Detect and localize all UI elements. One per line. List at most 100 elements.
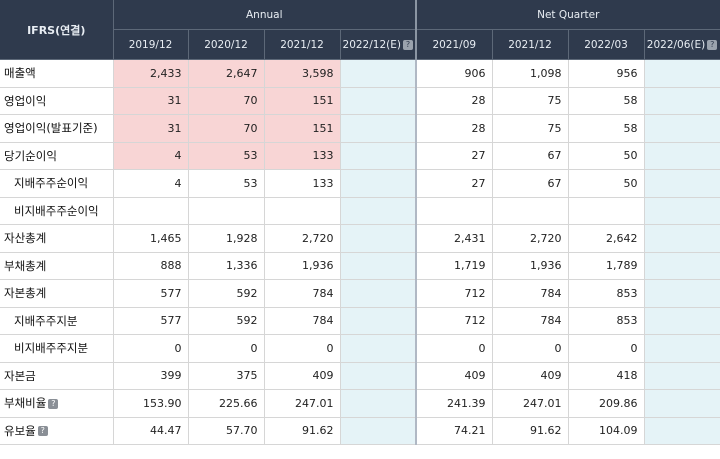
value-cell: 27 (416, 142, 493, 170)
value-cell: 133 (264, 142, 341, 170)
table-row: 영업이익(발표기준) 31 70 151 28 75 58 (0, 114, 720, 143)
value-cell: 712 (416, 307, 493, 335)
value-cell: 31 (113, 87, 189, 115)
col-header-annual: 2020/12 (188, 29, 265, 60)
row-label-text: 자본총계 (4, 286, 47, 301)
table-row: 자본금 399 375 409 409 409 418 (0, 362, 720, 390)
value-cell: 1,789 (568, 252, 645, 280)
value-cell: 1,098 (492, 59, 569, 88)
value-cell (113, 197, 189, 225)
value-cell: 418 (568, 362, 645, 390)
estimate-cell (644, 362, 720, 390)
value-cell: 44.47 (113, 417, 189, 445)
value-cell: 31 (113, 114, 189, 143)
estimate-cell (644, 169, 720, 198)
value-cell: 784 (492, 279, 569, 308)
value-cell: 50 (568, 169, 645, 198)
help-icon[interactable]: ? (48, 398, 59, 409)
value-cell: 1,336 (188, 252, 265, 280)
estimate-cell (644, 114, 720, 143)
value-cell: 409 (492, 362, 569, 390)
value-cell: 0 (113, 334, 189, 363)
value-cell: 784 (264, 307, 341, 335)
value-cell: 712 (416, 279, 493, 308)
table-row: 비지배주주순이익 (0, 197, 720, 225)
value-cell: 2,720 (264, 224, 341, 253)
value-cell: 28 (416, 114, 493, 143)
table-row: 부채비율? 153.90 225.66 247.01 241.39 247.01 209.8… (0, 389, 720, 418)
value-cell: 70 (188, 87, 265, 115)
value-cell: 906 (416, 59, 493, 88)
value-cell: 1,719 (416, 252, 493, 280)
estimate-cell (340, 389, 417, 418)
estimate-cell (340, 417, 417, 445)
value-cell (492, 197, 569, 225)
value-cell: 409 (416, 362, 493, 390)
value-cell: 577 (113, 279, 189, 308)
row-label: 자본총계 (0, 279, 114, 308)
value-cell: 1,936 (492, 252, 569, 280)
value-cell: 375 (188, 362, 265, 390)
row-label: 영업이익(발표기준) (0, 114, 114, 143)
value-cell: 67 (492, 169, 569, 198)
row-label-text: 유보율 (4, 423, 36, 438)
help-icon[interactable]: ? (37, 426, 48, 437)
col-header-quarter-estimate: 2022/06(E)? (644, 29, 720, 60)
value-cell (568, 197, 645, 225)
help-icon[interactable]: ? (402, 39, 413, 50)
row-label: 당기순이익 (0, 142, 114, 170)
value-cell (264, 197, 341, 225)
table-corner-header: IFRS(연결) (0, 0, 114, 60)
row-label-text: 영업이익 (4, 93, 47, 108)
value-cell: 0 (188, 334, 265, 363)
value-cell: 28 (416, 87, 493, 115)
value-cell: 58 (568, 87, 645, 115)
value-cell: 74.21 (416, 417, 493, 445)
estimate-cell (340, 334, 417, 363)
value-cell: 1,936 (264, 252, 341, 280)
value-cell: 577 (113, 307, 189, 335)
row-label: 부채비율? (0, 389, 114, 418)
help-icon[interactable]: ? (707, 39, 718, 50)
row-label-text: 부채비율 (4, 396, 47, 411)
table-row: 부채총계 888 1,336 1,936 1,719 1,936 1,789 (0, 252, 720, 280)
value-cell: 27 (416, 169, 493, 198)
estimate-cell (340, 59, 417, 88)
value-cell: 75 (492, 87, 569, 115)
value-cell: 151 (264, 114, 341, 143)
table-row: 자산총계 1,465 1,928 2,720 2,431 2,720 2,642 (0, 224, 720, 253)
value-cell: 888 (113, 252, 189, 280)
row-label-text: 자본금 (4, 368, 36, 383)
quarter-group-header: Net Quarter (416, 0, 720, 30)
estimate-cell (340, 197, 417, 225)
value-cell: 57.70 (188, 417, 265, 445)
row-label: 유보율? (0, 417, 114, 445)
row-label: 영업이익 (0, 87, 114, 115)
annual-group-header: Annual (113, 0, 417, 30)
row-label: 자본금 (0, 362, 114, 390)
value-cell: 2,720 (492, 224, 569, 253)
estimate-cell (340, 169, 417, 198)
row-label-text: 자산총계 (4, 231, 47, 246)
col-header-quarter: 2022/03 (568, 29, 645, 60)
value-cell: 2,642 (568, 224, 645, 253)
value-cell: 91.62 (264, 417, 341, 445)
row-label-text: 매출액 (4, 66, 36, 81)
row-label-text: 지배주주지분 (14, 313, 78, 328)
value-cell: 247.01 (492, 389, 569, 418)
value-cell: 50 (568, 142, 645, 170)
estimate-cell (644, 224, 720, 253)
value-cell: 247.01 (264, 389, 341, 418)
value-cell: 2,433 (113, 59, 189, 88)
col-header-quarter: 2021/09 (416, 29, 493, 60)
value-cell: 2,431 (416, 224, 493, 253)
value-cell: 592 (188, 279, 265, 308)
value-cell: 0 (568, 334, 645, 363)
estimate-cell (644, 87, 720, 115)
value-cell: 784 (492, 307, 569, 335)
table-row: 유보율? 44.47 57.70 91.62 74.21 91.62 104.09 (0, 417, 720, 445)
value-cell: 853 (568, 307, 645, 335)
estimate-cell (644, 197, 720, 225)
row-label-text: 당기순이익 (4, 148, 57, 163)
value-cell: 2,647 (188, 59, 265, 88)
